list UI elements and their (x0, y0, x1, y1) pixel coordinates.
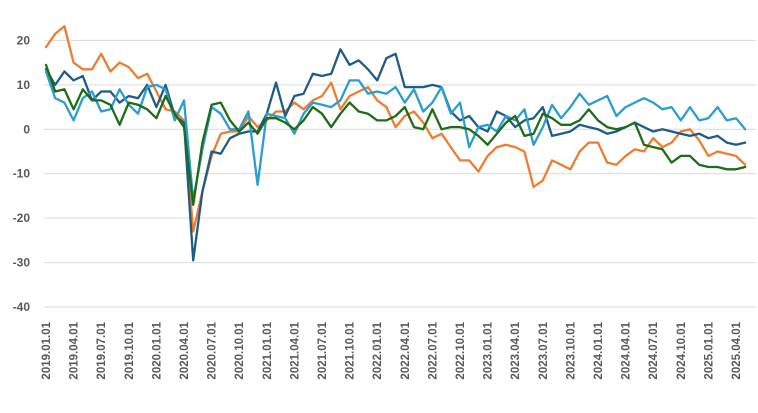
x-tick-label: 2020.01.01 (151, 321, 163, 379)
x-tick-label: 2022.04.01 (400, 321, 412, 379)
y-tick-label: -30 (13, 256, 31, 270)
x-tick-label: 2022.01.01 (372, 321, 384, 379)
x-tick-label: 2022.07.01 (427, 321, 439, 379)
x-tick-label: 2020.07.01 (207, 321, 219, 379)
x-tick-label: 2019.10.01 (124, 321, 136, 379)
x-tick-label: 2024.10.01 (676, 321, 688, 379)
series-lines (44, 25, 747, 262)
y-tick-label: -10 (13, 167, 31, 181)
y-tick-label: 0 (23, 122, 30, 136)
x-tick-label: 2022.10.01 (455, 321, 467, 379)
x-tick-label: 2020.04.01 (179, 321, 191, 379)
x-tick-label: 2019.01.01 (41, 321, 53, 379)
y-tick-label: -20 (13, 211, 31, 225)
x-tick-label: 2023.04.01 (510, 321, 522, 379)
x-tick-label: 2021.01.01 (262, 321, 274, 379)
x-axis-tick-labels: 2019.01.01 2019.04.01 2019.07.01 2019.10.01… (41, 321, 743, 379)
x-tick-label: 2024.07.01 (648, 321, 660, 379)
gridlines (44, 39, 756, 308)
series-line-3 (44, 70, 747, 202)
y-axis-tick-labels: 30 20 10 0 -10 -20 -30 -40 (13, 0, 31, 314)
x-tick-label: 2023.10.01 (565, 321, 577, 379)
x-tick-label: 2020.10.01 (234, 321, 246, 379)
x-tick-label: 2021.04.01 (289, 321, 301, 379)
y-tick-label: 10 (17, 78, 31, 92)
x-tick-label: 2023.07.01 (538, 321, 550, 379)
y-tick-label: 30 (17, 0, 31, 3)
x-tick-label: 2019.07.01 (96, 321, 108, 379)
x-tick-label: 2025.04.01 (731, 321, 743, 379)
x-tick-label: 2024.04.01 (621, 321, 633, 379)
x-tick-label: 2021.10.01 (345, 321, 357, 379)
x-tick-label: 2024.01.01 (593, 321, 605, 379)
y-tick-label: -40 (13, 300, 31, 314)
y-tick-label: 20 (17, 33, 31, 47)
x-tick-label: 2021.07.01 (317, 321, 329, 379)
x-tick-label: 2019.04.01 (69, 321, 81, 379)
series-line-4 (44, 63, 747, 206)
x-tick-label: 2023.01.01 (483, 321, 495, 379)
x-tick-label: 2025.01.01 (703, 321, 715, 379)
